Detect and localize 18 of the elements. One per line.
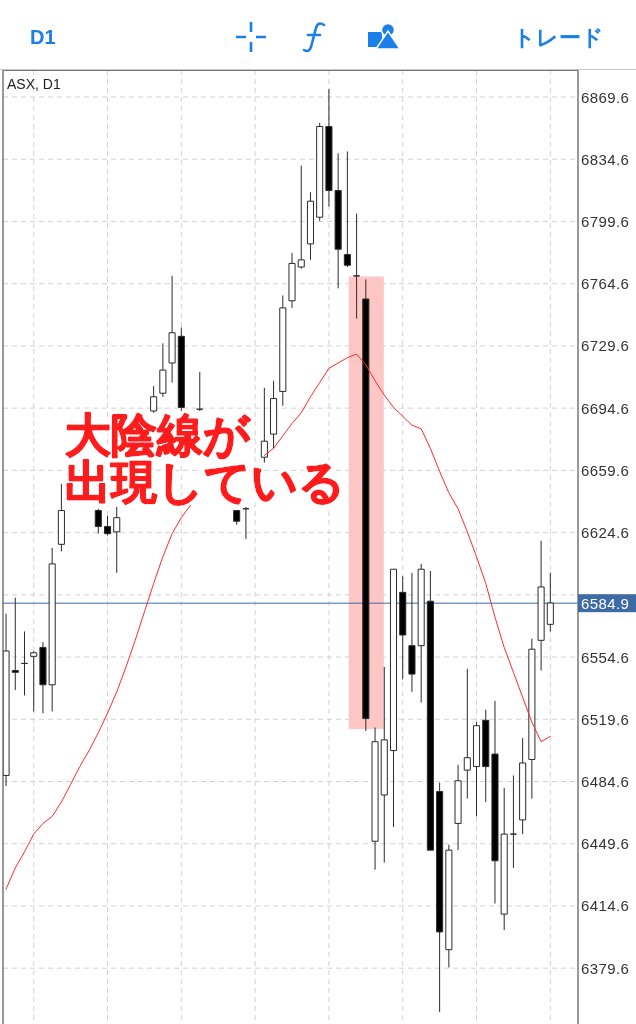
y-tick-label: 6554.6 xyxy=(581,648,630,666)
y-tick-label: 6519.6 xyxy=(581,710,630,728)
y-tick-label: 6379.6 xyxy=(581,959,630,977)
y-tick-label: 6624.6 xyxy=(581,524,630,542)
y-tick-label: 6799.6 xyxy=(581,212,630,230)
y-tick-label: 6484.6 xyxy=(581,773,630,790)
toolbar-text: D1 xyxy=(30,26,56,48)
y-tick-label: 6869.6 xyxy=(581,88,630,106)
y-tick-label: 6729.6 xyxy=(581,337,630,355)
y-tick-label: 6659.6 xyxy=(581,461,630,479)
text: ASX, D1 xyxy=(7,76,61,92)
ref-line-label: 6584.9 xyxy=(581,594,630,612)
y-tick-label: 6694.6 xyxy=(581,399,630,417)
y-tick-label: 6764.6 xyxy=(581,275,630,293)
y-tick-label: 6414.6 xyxy=(581,897,630,915)
y-tick-label: 6449.6 xyxy=(581,835,630,853)
y-tick-label: 6834.6 xyxy=(581,150,630,168)
toolbar-text: トレード xyxy=(513,25,604,50)
